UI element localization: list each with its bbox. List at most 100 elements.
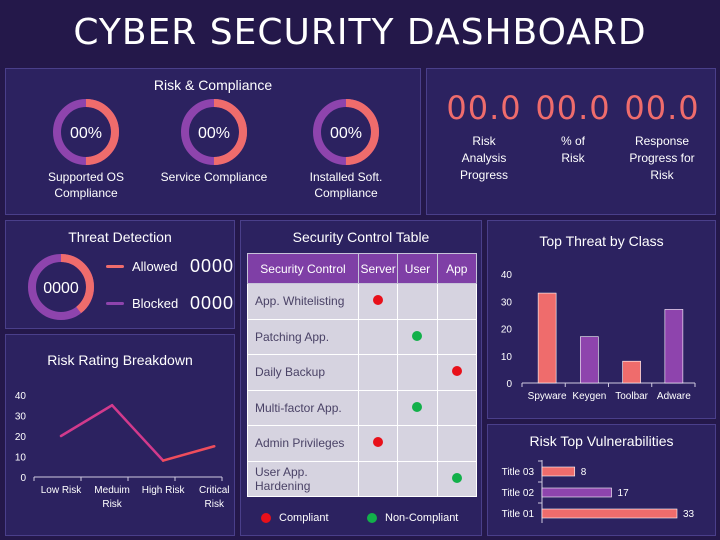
kpi-label-line: Risk	[472, 134, 496, 148]
cell-user	[397, 283, 438, 320]
donut-supported-os: 00% Supported OS Compliance	[31, 97, 141, 201]
donut-chart: 00%	[313, 99, 379, 165]
donut-chart: 00%	[53, 99, 119, 165]
cell-server	[357, 460, 399, 497]
donut-label: Service Compliance	[154, 169, 274, 185]
kpi-value: 00.0	[624, 89, 700, 127]
non-compliant-dot-icon	[367, 513, 377, 523]
y-tick-label: 30	[15, 412, 27, 423]
y-tick-label: 40	[15, 391, 27, 402]
kpi-response-progress: 00.0 Response Progress for Risk	[617, 89, 707, 184]
control-name-cell: Admin Privileges	[247, 425, 359, 462]
y-tick-label: Title 01	[502, 509, 535, 520]
compliant-dot-icon	[373, 437, 384, 448]
hbar	[541, 466, 576, 477]
y-tick-label: 20	[501, 325, 513, 336]
compliant-dot-icon	[261, 513, 271, 523]
cell-user	[397, 425, 438, 462]
legend-blocked-value: 0000	[190, 293, 235, 313]
threat-donut: 0000	[28, 254, 94, 320]
data-label: 8	[581, 467, 587, 478]
control-name: Multi-factor App.	[255, 400, 342, 415]
control-name: Daily Backup	[255, 365, 326, 380]
bar	[664, 309, 684, 384]
table-header-row: Security Control Server User App	[247, 253, 478, 284]
legend-blocked: Blocked 0000	[106, 293, 234, 314]
cell-user	[397, 460, 438, 497]
legend-non-compliant: Non-Compliant	[367, 512, 458, 524]
cell-user	[397, 354, 438, 391]
risk-rating-line-chart: 0 10 20 30 40 Low Risk Meduim Risk High Risk Crit…	[15, 391, 230, 510]
compliant-dot-icon	[451, 366, 462, 377]
security-table-title: Security Control Table	[292, 229, 430, 245]
data-label: 33	[683, 509, 695, 520]
compliant-dot-icon	[373, 295, 384, 306]
risk-compliance-panel: Risk & Compliance 00% Supported OS Compl…	[5, 68, 421, 215]
data-label: 17	[618, 488, 630, 499]
legend-blocked-label: Blocked	[132, 296, 179, 311]
bar	[580, 336, 599, 384]
x-tick-label: Keygen	[572, 391, 606, 402]
control-name: Patching App.	[255, 329, 330, 344]
non-compliant-dot-icon	[412, 330, 423, 341]
label-line: Supported OS	[47, 170, 125, 184]
threat-donut-value: 0000	[43, 280, 79, 297]
cell-server	[357, 425, 399, 462]
cell-app	[436, 354, 478, 391]
threat-detection-title: Threat Detection	[68, 229, 172, 245]
risk-rating-panel: Risk Rating Breakdown 0 10 20 30 40 Low Risk M…	[5, 334, 235, 536]
donut-value: 00%	[198, 125, 230, 142]
x-tick-label: Toolbar	[615, 391, 648, 402]
control-name-line2: Hardening	[255, 478, 311, 493]
legend-allowed: Allowed 0000	[106, 256, 234, 277]
y-tick-label: 0	[506, 379, 512, 390]
cell-server	[357, 354, 399, 391]
risk-top-vuln-hbar-chart: Title 03 8 Title 02 17 Title 01 33	[502, 460, 695, 523]
cell-server	[357, 283, 399, 320]
top-threat-bar-chart: 0 10 20 30 40 Spyware Keygen Toolbar Adware	[501, 270, 696, 402]
legend-allowed-value: 0000	[190, 256, 235, 276]
control-name: Admin Privileges	[255, 436, 345, 451]
cell-app	[436, 389, 478, 426]
legend-non-compliant-label: Non-Compliant	[385, 512, 459, 524]
label-line: Compliance	[54, 186, 118, 200]
kpi-label-line: Progress for	[629, 151, 695, 165]
kpi-label-line: Risk	[561, 151, 585, 165]
donut-service-compliance: 00% Service Compliance	[154, 97, 274, 185]
y-tick-label: 20	[15, 432, 27, 443]
kpi-label-line: Response	[634, 134, 690, 148]
hbar	[541, 487, 612, 498]
cell-server	[357, 389, 399, 426]
donut-installed-soft: 00% Installed Soft. Compliance	[291, 97, 401, 201]
y-tick-label: 0	[20, 473, 26, 484]
header-user: User	[397, 253, 438, 284]
control-name-cell: Daily Backup	[247, 354, 359, 391]
risk-compliance-title: Risk & Compliance	[153, 77, 273, 93]
control-name: User App.	[255, 464, 308, 479]
top-threat-title: Top Threat by Class	[539, 233, 664, 249]
kpi-label-line: Analysis	[461, 151, 507, 165]
threat-detection-panel: Threat Detection 0000 Allowed 0000 Block…	[5, 220, 235, 329]
label-line: Compliance	[314, 186, 378, 200]
cell-server	[357, 318, 399, 355]
risk-top-vuln-panel: Risk Top Vulnerabilities Title 03 8 Title …	[487, 424, 716, 536]
x-tick-label: Critical Risk	[199, 485, 230, 510]
line-series-segment	[161, 445, 216, 462]
legend-swatch	[106, 302, 124, 305]
control-name-cell: App. Whitelisting	[247, 283, 359, 320]
y-tick-label: 30	[501, 297, 513, 308]
table-row: Patching App.	[247, 318, 478, 355]
label-line: Installed Soft.	[309, 170, 383, 184]
x-tick-label: Adware	[657, 391, 691, 402]
legend-compliant: Compliant	[261, 512, 329, 524]
donut-value: 00%	[70, 125, 102, 142]
donut-chart: 00%	[181, 99, 247, 165]
hbar	[541, 508, 678, 519]
cell-app	[436, 283, 478, 320]
x-tick-label: Low Risk	[41, 485, 83, 496]
y-tick-label: 10	[15, 453, 27, 464]
bar	[537, 292, 557, 384]
x-tick-label: Meduim Risk	[94, 485, 130, 510]
page-title: CYBER SECURITY DASHBOARD	[73, 12, 647, 53]
legend-allowed-label: Allowed	[132, 259, 178, 274]
